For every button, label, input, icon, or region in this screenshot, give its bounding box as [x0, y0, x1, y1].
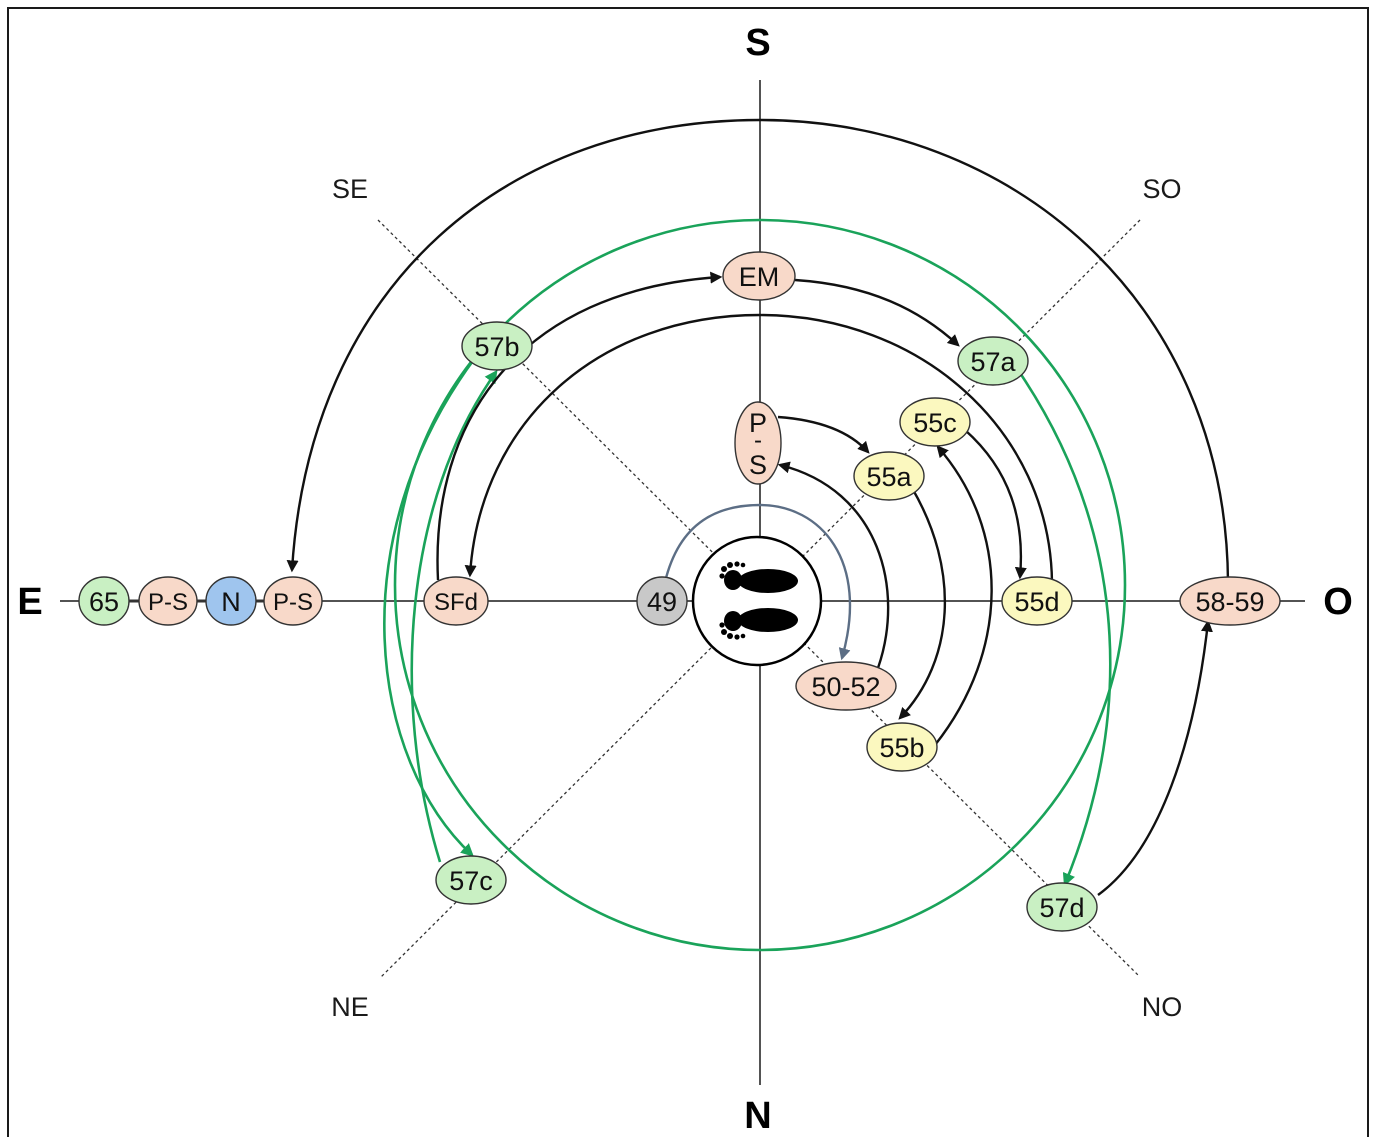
svg-text:P: P: [749, 408, 767, 438]
arrow-55a-to-55b: [898, 487, 947, 720]
node-65: 65: [78, 576, 130, 626]
svg-text:P-S: P-S: [273, 589, 313, 616]
svg-text:N: N: [221, 587, 241, 617]
svg-text:55c: 55c: [913, 408, 957, 438]
footprints-icon: [719, 561, 798, 640]
node-49: 49: [636, 576, 688, 626]
arrow-55c-to-55d: [964, 429, 1027, 580]
svg-text:55d: 55d: [1014, 587, 1059, 617]
compass-label-west: O: [1323, 581, 1353, 623]
green-ring-outer: [393, 218, 1127, 952]
arrow-55b-to-55c: [934, 445, 993, 746]
arrow-49-to-50-52: [663, 503, 852, 661]
node-p-s-center: P - S: [734, 401, 782, 485]
svg-text:58-59: 58-59: [1195, 587, 1264, 617]
node-em: EM: [722, 251, 796, 301]
svg-text:P-S: P-S: [148, 589, 188, 616]
svg-text:57d: 57d: [1039, 893, 1084, 923]
compass-label-south: S: [745, 22, 770, 64]
svg-text:55b: 55b: [879, 733, 924, 763]
node-55b: 55b: [866, 722, 938, 772]
compass-label-southwest: SO: [1142, 174, 1181, 204]
node-p-s-east-2: P-S: [263, 576, 323, 626]
svg-text:49: 49: [647, 587, 677, 617]
svg-text:57a: 57a: [970, 347, 1016, 377]
node-57b: 57b: [461, 321, 533, 371]
node-55d: 55d: [1001, 576, 1073, 626]
arrow-57a-to-57d: [1016, 369, 1112, 887]
compass-label-northeast: NE: [331, 992, 369, 1022]
node-sfd: SFd: [423, 576, 489, 626]
arrow-55d-to-sfd: [464, 313, 1054, 583]
center-footprints: [691, 535, 823, 667]
svg-text:SFd: SFd: [434, 589, 478, 616]
node-p-s-east-1: P-S: [138, 576, 198, 626]
arrow-57c-to-57b: [410, 369, 498, 863]
compass-label-north: N: [744, 1095, 771, 1137]
arrow-58-59-to-ps-east: [286, 118, 1230, 583]
svg-text:EM: EM: [739, 262, 780, 292]
svg-text:-: -: [754, 427, 762, 454]
svg-text:57c: 57c: [449, 866, 493, 896]
arrow-sfd-to-em: [436, 271, 723, 581]
node-50-52: 50-52: [795, 661, 897, 711]
compass-label-east: E: [17, 581, 42, 623]
node-n: N: [205, 576, 257, 626]
svg-text:50-52: 50-52: [811, 672, 880, 702]
arrow-em-to-57a: [794, 278, 960, 347]
svg-text:S: S: [749, 450, 767, 480]
node-57d: 57d: [1026, 882, 1098, 932]
node-57a: 57a: [957, 336, 1029, 386]
arrow-57d-to-58-59: [1097, 619, 1213, 896]
node-57c: 57c: [435, 855, 507, 905]
node-55c: 55c: [899, 397, 971, 447]
diagram-frame: [7, 7, 1369, 1137]
svg-text:57b: 57b: [474, 332, 519, 362]
svg-text:65: 65: [89, 587, 119, 617]
arrow-50-52-to-ps: [777, 461, 890, 669]
arrow-ps-to-55a: [777, 415, 870, 454]
node-55a: 55a: [853, 451, 925, 501]
arrow-57b-to-57c: [383, 357, 477, 857]
svg-text:55a: 55a: [866, 462, 912, 492]
compass-label-northwest: NO: [1142, 992, 1183, 1022]
node-58-59: 58-59: [1179, 576, 1281, 626]
compass-label-southeast: SE: [332, 174, 368, 204]
